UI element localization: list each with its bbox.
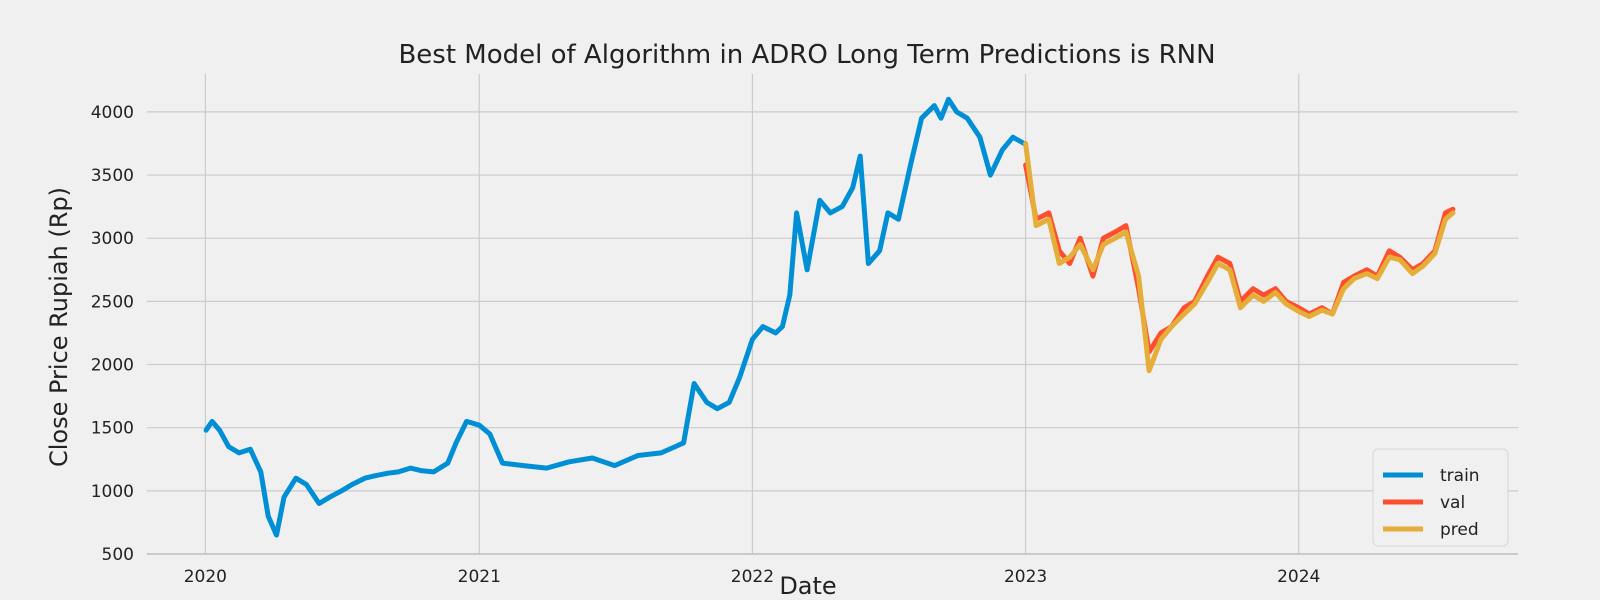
y-tick-label: 4000	[91, 103, 134, 123]
plot-lines	[203, 96, 1456, 538]
y-tick-label: 1500	[91, 419, 134, 439]
x-tick-label: 2023	[1004, 567, 1047, 587]
x-tick-label: 2024	[1277, 567, 1320, 587]
y-tick-label: 2000	[91, 356, 134, 376]
x-tick-label: 2021	[458, 567, 501, 587]
legend-label-pred: pred	[1440, 520, 1479, 540]
series-line-pred	[1023, 141, 1456, 374]
legend-label-train: train	[1440, 466, 1480, 486]
chart-title: Best Model of Algorithm in ADRO Long Ter…	[398, 40, 1215, 70]
y-tick-label: 2500	[91, 292, 134, 312]
legend-label-val: val	[1440, 493, 1465, 513]
y-tick-label: 1000	[91, 482, 134, 502]
y-tick-label: 500	[102, 545, 134, 565]
x-tick-label: 2020	[184, 567, 227, 587]
legend: train val pred	[1372, 448, 1509, 547]
x-axis-label: Date	[779, 572, 836, 600]
y-tick-labels: 500 1000 1500 2000 2500 3000 3500 4000	[91, 103, 134, 565]
y-axis-label: Close Price Rupiah (Rp)	[45, 187, 73, 467]
series-line-train	[203, 96, 1027, 538]
y-tick-label: 3000	[91, 229, 134, 249]
y-tick-label: 3500	[91, 166, 134, 186]
x-tick-labels: 2020 2021 2022 2023 2024	[184, 567, 1321, 587]
x-tick-label: 2022	[731, 567, 774, 587]
